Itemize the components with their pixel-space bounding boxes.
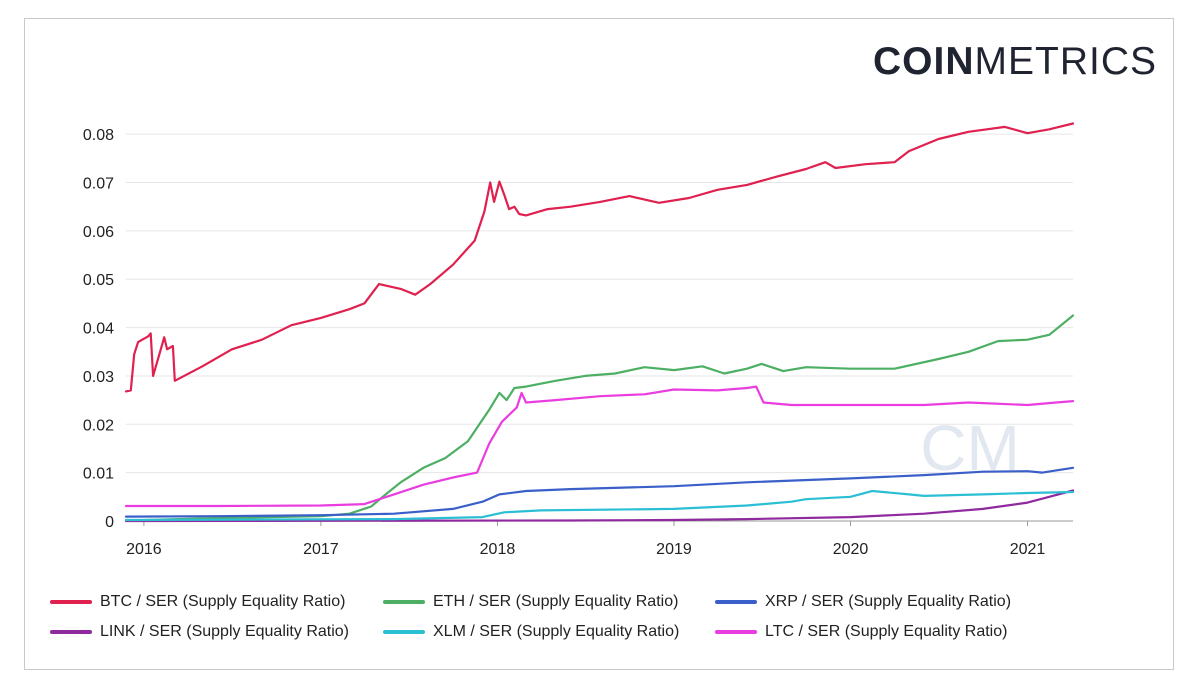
legend-swatch [383, 630, 425, 634]
legend-swatch [50, 600, 92, 604]
y-tick-label: 0.07 [83, 176, 114, 193]
series-line-eth [124, 314, 1075, 522]
legend-item-eth[interactable]: ETH / SER (Supply Equality Ratio) [383, 592, 678, 612]
y-tick-label: 0.08 [83, 127, 114, 144]
y-tick-label: 0.02 [83, 417, 114, 434]
legend-item-xrp[interactable]: XRP / SER (Supply Equality Ratio) [715, 592, 1011, 612]
x-tick-label: 2021 [1010, 541, 1046, 558]
series-line-link [124, 489, 1075, 523]
x-tick-label: 2020 [833, 541, 869, 558]
series-lines [124, 122, 1075, 523]
legend-item-xlm[interactable]: XLM / SER (Supply Equality Ratio) [383, 622, 679, 642]
chart-frame [24, 18, 1174, 670]
x-tick-label: 2016 [126, 541, 162, 558]
y-tick-label: 0.03 [83, 369, 114, 386]
series-line-ltc [124, 385, 1075, 508]
y-tick-label: 0 [105, 514, 114, 531]
legend-swatch [715, 600, 757, 604]
x-tick-label: 2018 [480, 541, 516, 558]
y-tick-label: 0.01 [83, 466, 114, 483]
legend-swatch [715, 630, 757, 634]
legend-label: XLM / SER (Supply Equality Ratio) [433, 623, 680, 640]
x-tick-label: 2019 [656, 541, 692, 558]
legend-swatch [50, 630, 92, 634]
logo-light-part: METRICS [974, 40, 1157, 83]
legend-item-btc[interactable]: BTC / SER (Supply Equality Ratio) [50, 592, 345, 612]
y-tick-label: 0.05 [83, 272, 114, 289]
y-axis: 0 0.01 0.02 0.03 0.04 0.05 0.06 0.07 0.08 [83, 127, 114, 531]
series-line-btc [124, 122, 1075, 393]
legend-label: XRP / SER (Supply Equality Ratio) [765, 593, 1012, 610]
series-line-xrp [124, 466, 1075, 518]
y-tick-label: 0.06 [83, 224, 114, 241]
x-axis: 2016 2017 2018 2019 2020 2021 [126, 521, 1045, 558]
legend-item-link[interactable]: LINK / SER (Supply Equality Ratio) [50, 622, 349, 642]
legend-label: LINK / SER (Supply Equality Ratio) [100, 623, 349, 640]
logo-bold-part: COIN [873, 40, 975, 83]
legend-label: ETH / SER (Supply Equality Ratio) [433, 593, 679, 610]
y-tick-label: 0.04 [83, 321, 114, 338]
x-tick-label: 2017 [303, 541, 339, 558]
legend-item-ltc[interactable]: LTC / SER (Supply Equality Ratio) [715, 622, 1007, 642]
legend-swatch [383, 600, 425, 604]
coinmetrics-logo: COINMETRICS [873, 42, 1157, 82]
legend-label: LTC / SER (Supply Equality Ratio) [765, 623, 1008, 640]
series-line-xlm [124, 489, 1075, 522]
legend-label: BTC / SER (Supply Equality Ratio) [100, 593, 346, 610]
